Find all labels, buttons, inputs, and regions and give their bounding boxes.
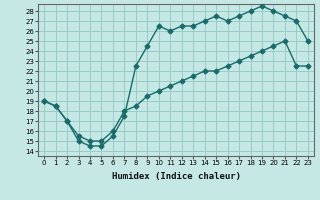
X-axis label: Humidex (Indice chaleur): Humidex (Indice chaleur) bbox=[111, 172, 241, 181]
